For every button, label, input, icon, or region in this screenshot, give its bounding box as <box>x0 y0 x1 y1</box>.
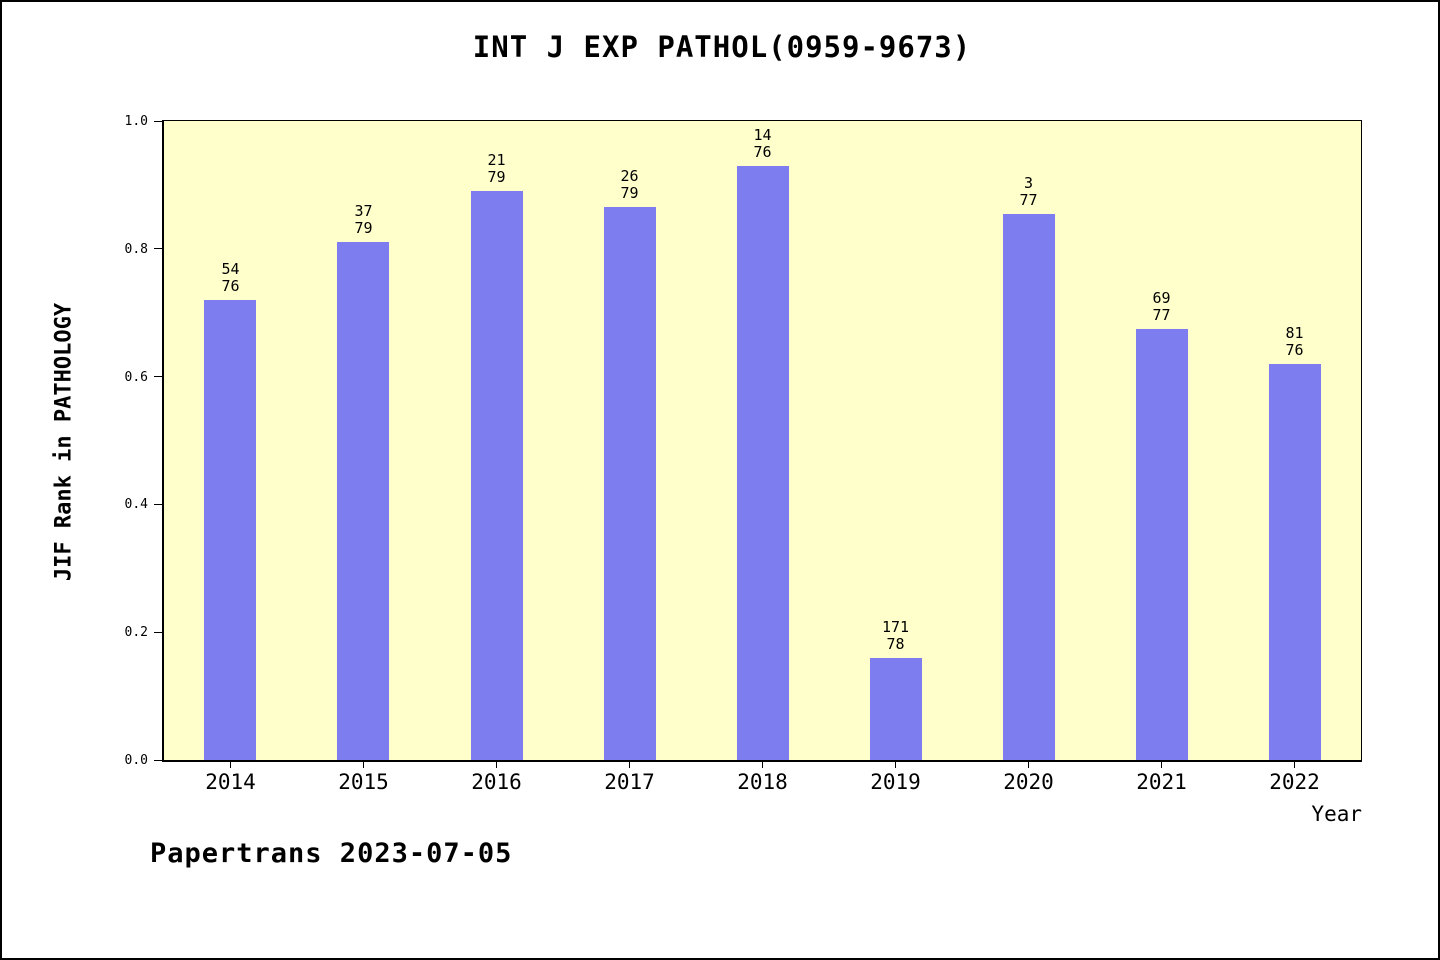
bar-rank-value: 81 <box>1285 323 1304 342</box>
bar-value-label: 14 76 <box>718 125 808 161</box>
x-tick-label: 2018 <box>737 770 788 794</box>
bar-value-label: 26 79 <box>585 168 675 202</box>
bar-rank-value: 14 <box>753 125 772 144</box>
y-axis-title: JIF Rank in PATHOLOGY <box>51 302 77 582</box>
bar-total-value: 76 <box>221 276 240 295</box>
x-tick-mark <box>762 760 763 768</box>
bar-rank-value: 26 <box>620 167 639 186</box>
x-tick-label: 2019 <box>870 770 921 794</box>
bar-value-label: 21 79 <box>452 152 542 186</box>
bar <box>736 165 789 760</box>
y-tick-mark <box>154 120 162 122</box>
bar-rank-value: 54 <box>221 259 240 278</box>
y-tick-mark <box>154 631 162 633</box>
bar <box>603 207 656 760</box>
bar-total-value: 78 <box>886 634 905 653</box>
bar <box>470 191 523 760</box>
bar-value-label: 54 76 <box>185 259 275 295</box>
bar-value-label: 37 79 <box>318 203 408 237</box>
x-tick-mark <box>1294 760 1295 768</box>
bar-total-value: 79 <box>487 168 506 187</box>
bar-rank-value: 171 <box>881 617 910 636</box>
footer-watermark: Papertrans 2023-07-05 <box>150 838 513 869</box>
bar-total-value: 79 <box>354 219 373 238</box>
x-tick-label: 2021 <box>1136 770 1187 794</box>
bar <box>337 242 390 760</box>
x-tick-mark <box>1161 760 1162 768</box>
bar-rank-value: 21 <box>487 151 506 170</box>
x-tick-label: 2017 <box>604 770 655 794</box>
x-tick-mark <box>229 760 231 768</box>
bar-rank-value: 37 <box>354 202 373 221</box>
y-tick-mark <box>154 503 162 505</box>
bar-rank-value: 69 <box>1152 288 1171 307</box>
plot-area: 0.0 0.2 0.4 0.6 0.8 1.0 54 76 2014 37 79 2015 21 79 20… <box>125 114 1362 794</box>
bar <box>869 657 922 760</box>
y-tick-label: 0.0 <box>124 753 148 768</box>
bar-value-label: 81 76 <box>1250 323 1340 359</box>
x-tick-label: 2020 <box>1003 770 1054 794</box>
y-tick-mark <box>154 759 162 761</box>
bar-total-value: 76 <box>1285 340 1304 359</box>
chart-area: 0.0 0.2 0.4 0.6 0.8 1.0 54 76 2014 37 79 2015 21 79 20… <box>125 114 1362 794</box>
x-axis-title: Year <box>1311 802 1362 826</box>
bar-value-label: 69 77 <box>1117 288 1207 324</box>
x-tick-label: 2022 <box>1269 770 1320 794</box>
y-tick-label: 1.0 <box>124 114 148 129</box>
bar-total-value: 76 <box>753 142 772 161</box>
x-tick-mark <box>895 760 896 768</box>
x-tick-mark <box>629 760 630 768</box>
x-tick-label: 2014 <box>205 770 256 794</box>
bar-total-value: 79 <box>620 184 639 203</box>
bar-total-value: 77 <box>1019 190 1038 209</box>
bar <box>204 299 257 760</box>
y-tick-label: 0.6 <box>124 369 148 385</box>
bar <box>1002 213 1055 760</box>
y-tick-label: 0.8 <box>124 241 148 257</box>
y-tick-mark <box>154 376 162 378</box>
x-tick-label: 2016 <box>471 770 522 794</box>
bar <box>1135 328 1188 760</box>
bar-rank-value: 3 <box>1023 173 1034 192</box>
y-tick-label: 0.4 <box>124 497 148 513</box>
x-tick-label: 2015 <box>338 770 389 794</box>
x-tick-mark <box>1028 760 1029 768</box>
y-tick-mark <box>154 248 162 250</box>
y-tick-label: 0.2 <box>124 625 148 641</box>
bar-total-value: 77 <box>1152 305 1171 324</box>
chart-title: INT J EXP PATHOL(0959-9673) <box>472 30 972 64</box>
bar <box>1268 363 1321 760</box>
x-tick-mark <box>496 760 497 768</box>
bar-value-label: 171 78 <box>851 617 941 653</box>
x-tick-mark <box>362 760 364 768</box>
bar-value-label: 3 77 <box>984 173 1074 209</box>
